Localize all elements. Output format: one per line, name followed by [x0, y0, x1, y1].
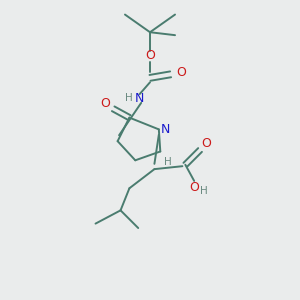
Text: N: N [160, 123, 170, 136]
Text: O: O [202, 137, 212, 150]
Text: O: O [145, 49, 155, 62]
Text: H: H [164, 157, 172, 167]
Text: N: N [135, 92, 144, 105]
Text: O: O [100, 97, 110, 110]
Text: O: O [189, 181, 199, 194]
Text: O: O [176, 66, 186, 79]
Text: H: H [125, 94, 133, 103]
Text: H: H [200, 186, 208, 196]
